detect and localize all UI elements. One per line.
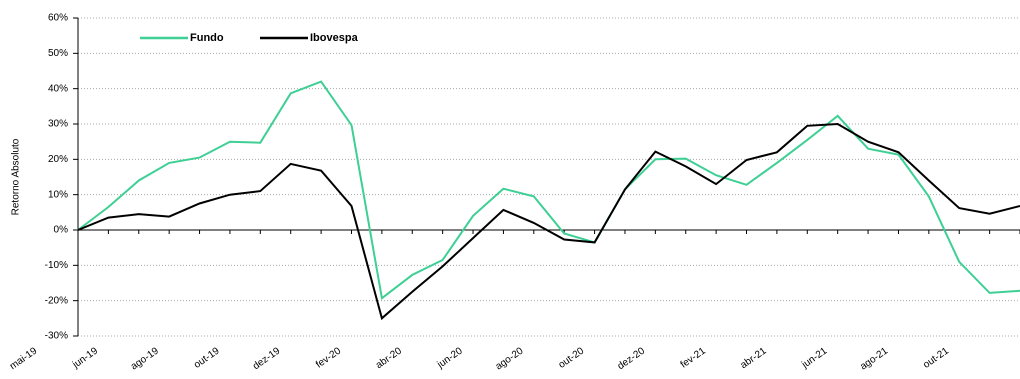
series-line <box>77 80 1020 300</box>
y-tick-label: 30% <box>48 119 68 130</box>
x-tick-label: out-19 <box>192 345 222 371</box>
x-tick-label: jun-19 <box>70 345 100 371</box>
y-tick-label: 20% <box>48 154 68 165</box>
x-tick-label: ago-19 <box>129 345 161 372</box>
x-tick-label: abr-21 <box>739 345 769 371</box>
x-tick-label: dez-19 <box>251 345 283 372</box>
x-tick-label: dez-20 <box>616 345 648 372</box>
x-tick-label: fev-20 <box>314 345 343 370</box>
x-tick-label: fev-21 <box>679 345 708 370</box>
legend-label: Ibovespa <box>310 32 359 44</box>
x-tick-label: ago-21 <box>858 345 890 372</box>
y-tick-label: -30% <box>45 331 68 342</box>
x-tick-label: out-20 <box>557 345 587 371</box>
x-tick-label: abr-20 <box>374 345 404 371</box>
series-line <box>77 122 1020 321</box>
y-tick-label: 0% <box>54 225 69 236</box>
y-tick-label: 40% <box>48 83 68 94</box>
x-tick-label: mai-19 <box>8 345 40 372</box>
y-tick-label: -10% <box>45 260 68 271</box>
y-tick-label: 10% <box>48 189 68 200</box>
legend-label: Fundo <box>190 32 224 44</box>
y-axis-label: Retorno Absoluto <box>11 138 22 215</box>
x-tick-label: jun-21 <box>799 345 829 371</box>
y-tick-label: 60% <box>48 13 68 24</box>
x-tick-label: jun-20 <box>435 345 465 371</box>
y-tick-label: 50% <box>48 48 68 59</box>
y-tick-label: -20% <box>45 295 68 306</box>
x-tick-label: ago-20 <box>494 345 526 372</box>
x-tick-label: out-21 <box>921 345 951 371</box>
